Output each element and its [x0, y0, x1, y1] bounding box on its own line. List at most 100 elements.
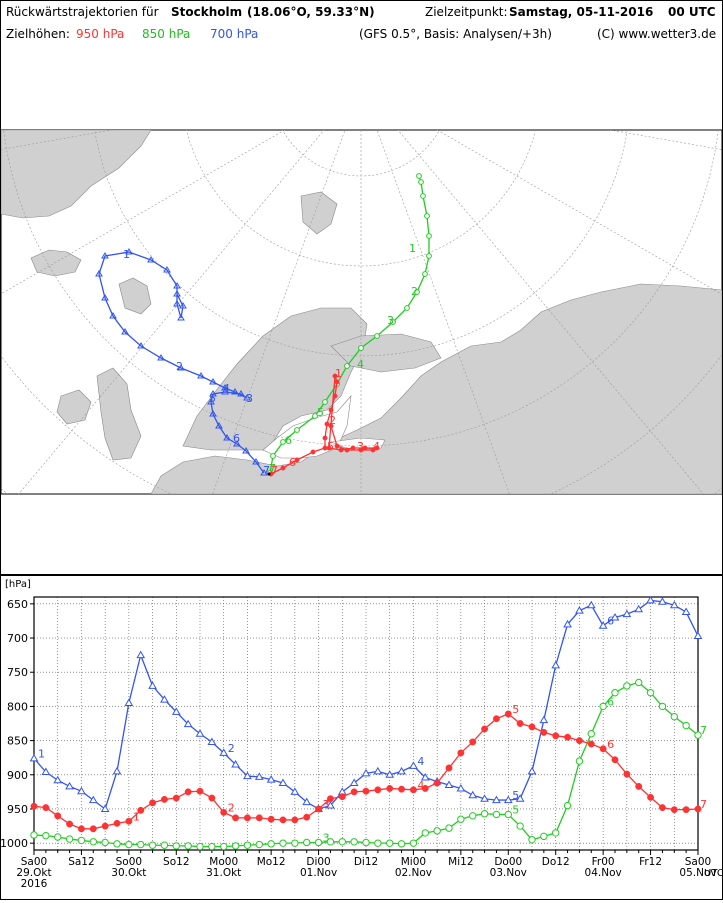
series-700-point — [219, 748, 229, 756]
series-700-point — [397, 766, 406, 775]
series-850-point — [611, 689, 619, 697]
series-850-point — [77, 836, 86, 845]
series-850-point — [172, 842, 180, 850]
track-700-marker — [252, 458, 260, 465]
greenland-land — [1, 130, 152, 219]
track-700-marker — [215, 422, 223, 429]
series-700-point — [539, 715, 549, 724]
series-950-point — [528, 723, 536, 731]
meridian-line — [1, 130, 114, 150]
track-700-day-label: 4 — [223, 382, 230, 395]
series-700-point — [669, 600, 679, 609]
x-date-label: 05.Nov — [679, 867, 716, 879]
series-950-point — [338, 793, 346, 801]
series-850-point — [89, 838, 97, 846]
series-950-point — [398, 785, 406, 793]
series-850-point — [54, 833, 62, 841]
series-850-point — [30, 831, 38, 839]
track-700-marker — [121, 328, 129, 335]
series-950-point — [101, 822, 109, 830]
track-950-marker — [350, 445, 356, 451]
track-700-marker — [221, 388, 229, 395]
series-950-point — [243, 814, 251, 822]
series-950-point — [540, 728, 548, 736]
track-700-day-label: 3 — [246, 392, 253, 405]
series-700-day-label: 6 — [607, 615, 614, 628]
track-700-marker — [209, 390, 217, 397]
x-tick-label: Di00 — [306, 856, 330, 868]
track-700-marker — [109, 312, 117, 319]
track-950-marker — [326, 445, 332, 451]
track-700-day-label: 5 — [209, 392, 216, 405]
series-950-point — [89, 825, 97, 833]
track-700-marker — [231, 388, 239, 395]
series-850-point — [694, 731, 702, 739]
land-masses — [1, 130, 722, 494]
series-700-point — [349, 778, 359, 786]
track-850-day-label: 3 — [387, 314, 394, 327]
track-850-marker — [422, 271, 428, 277]
series-950-point — [77, 825, 85, 833]
series-700-day-label: 2 — [228, 742, 235, 755]
series-950-point — [66, 820, 74, 828]
x-tick-label: Sa12 — [68, 856, 94, 868]
x-date-label: 29.Okt — [16, 867, 51, 879]
track-700-marker — [223, 434, 231, 441]
series-850-point — [528, 836, 536, 844]
series-700-point — [444, 780, 454, 789]
track-700-day-label: 2 — [176, 360, 183, 373]
track-950-marker — [338, 447, 344, 453]
svalbard-land — [118, 277, 152, 315]
model-info: (GFS 0.5°, Basis: Analysen/+3h) — [359, 27, 552, 41]
x-tick-label: So00 — [116, 856, 142, 868]
x-date-label: 02.Nov — [395, 867, 432, 879]
track-950-marker — [362, 445, 368, 451]
series-700-point — [136, 650, 146, 659]
track-950-day-label: 5 — [327, 440, 334, 453]
track-950-marker — [332, 393, 338, 399]
series-850-point — [279, 839, 287, 847]
series-950-day-label: 4 — [417, 779, 424, 792]
track-950-marker — [374, 445, 380, 451]
series-950-point — [457, 749, 465, 757]
series-700-point — [65, 781, 74, 790]
series-950-point — [279, 816, 287, 824]
track-700-marker — [137, 342, 145, 349]
pressure-chart: [hPa] 6507007508008509009501000Sa0029.Ok… — [0, 579, 723, 890]
series-950-point — [220, 808, 228, 816]
series-850-point — [682, 721, 690, 730]
series-700-point — [266, 775, 276, 783]
track-700-day-label: 7 — [263, 464, 270, 477]
ireland-land — [56, 389, 92, 425]
series-700-day-label: 1 — [38, 747, 45, 760]
series-950-point — [635, 782, 643, 790]
series-700-point — [41, 767, 51, 776]
series-950-day-label: 3 — [323, 798, 330, 811]
graticule — [1, 130, 722, 494]
x-tick-label: Do12 — [542, 856, 570, 868]
meridian-line — [376, 130, 510, 494]
series-950-point — [374, 786, 382, 794]
x-tick-label: Fr12 — [639, 856, 662, 868]
series-850-point — [433, 827, 441, 835]
track-850-marker — [418, 179, 424, 185]
track-850-marker — [390, 319, 396, 325]
series-850-point — [540, 832, 548, 841]
series-950-day-label: 7 — [700, 798, 707, 811]
series-700-point — [77, 786, 86, 795]
series-700-point — [646, 595, 655, 604]
series-700-point — [290, 787, 300, 795]
series-700-point — [254, 772, 264, 780]
track-950-marker — [322, 435, 328, 441]
track-950-day-label: 4 — [373, 440, 380, 453]
x-date-label: 01.Nov — [300, 867, 337, 879]
level-700-label: 700 hPa — [210, 27, 259, 41]
track-950-day-label: 1 — [335, 367, 342, 380]
series-700-day-label: 5 — [512, 789, 519, 802]
y-tick-label: 900 — [7, 769, 28, 782]
level-950-label: 950 hPa — [76, 27, 125, 41]
series-850-point — [587, 730, 595, 738]
series-700-point — [527, 766, 537, 775]
series-850-point — [338, 838, 346, 846]
